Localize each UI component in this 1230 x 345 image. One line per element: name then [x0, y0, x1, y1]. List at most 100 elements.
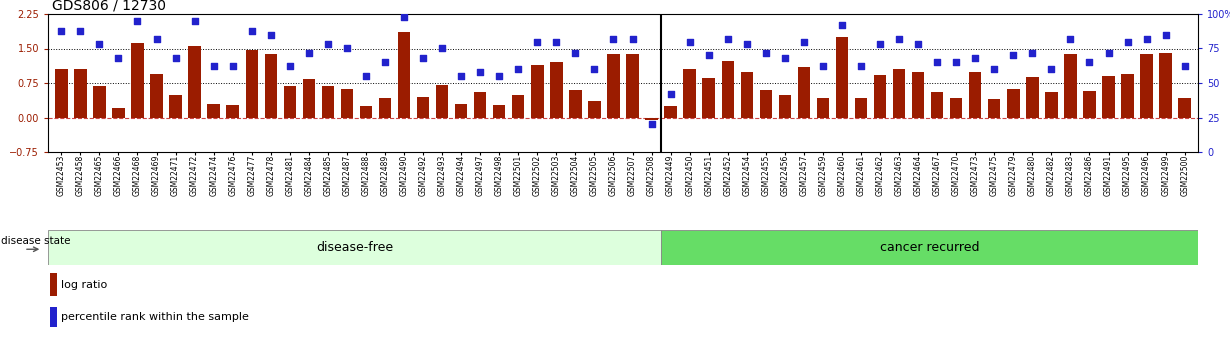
Point	[319, 42, 338, 47]
Point	[1060, 36, 1080, 42]
Point	[604, 36, 624, 42]
Text: percentile rank within the sample: percentile rank within the sample	[62, 312, 248, 322]
Point	[699, 53, 718, 58]
Point	[528, 39, 547, 45]
Bar	[531, 65, 544, 118]
Point	[833, 22, 852, 28]
Point	[737, 42, 756, 47]
Point	[870, 42, 889, 47]
Point	[622, 36, 642, 42]
Bar	[664, 106, 676, 118]
Bar	[264, 54, 277, 118]
Bar	[341, 89, 353, 118]
Bar	[150, 74, 162, 118]
Point	[851, 64, 871, 69]
Text: disease state: disease state	[1, 236, 70, 246]
Point	[1022, 50, 1042, 56]
Point	[908, 42, 927, 47]
Bar	[49, 307, 58, 327]
Bar	[55, 69, 68, 118]
Point	[146, 36, 166, 42]
Bar	[1140, 54, 1153, 118]
Point	[490, 73, 509, 79]
Bar	[760, 90, 772, 118]
Point	[70, 28, 90, 33]
Point	[451, 73, 471, 79]
Point	[642, 122, 662, 127]
Point	[889, 36, 909, 42]
Bar	[646, 118, 658, 120]
Bar	[626, 54, 638, 118]
Point	[508, 67, 528, 72]
Text: cancer recurred: cancer recurred	[879, 241, 979, 254]
Bar	[474, 92, 486, 118]
Point	[470, 69, 490, 75]
Bar	[74, 69, 86, 118]
Point	[204, 64, 224, 69]
Bar	[455, 104, 467, 118]
Bar	[417, 97, 429, 118]
Bar	[969, 72, 982, 118]
Point	[1137, 36, 1156, 42]
Point	[223, 64, 242, 69]
Bar	[740, 72, 753, 118]
Point	[375, 60, 395, 65]
Point	[90, 42, 109, 47]
Bar	[397, 32, 411, 118]
Bar	[911, 72, 924, 118]
Bar	[779, 95, 791, 118]
Bar	[661, 230, 1198, 265]
Point	[184, 18, 204, 24]
Bar	[569, 90, 582, 118]
Point	[1042, 67, 1061, 72]
Bar	[1026, 77, 1038, 118]
Point	[1080, 60, 1100, 65]
Point	[52, 28, 71, 33]
Point	[108, 56, 128, 61]
Bar	[798, 67, 811, 118]
Bar	[684, 69, 696, 118]
Point	[718, 36, 738, 42]
Bar	[49, 273, 58, 296]
Point	[242, 28, 262, 33]
Point	[1156, 32, 1176, 38]
Bar	[112, 108, 124, 118]
Point	[128, 18, 148, 24]
Point	[280, 64, 300, 69]
Bar	[588, 101, 600, 118]
Bar	[1102, 76, 1114, 118]
Bar	[550, 62, 562, 118]
Point	[566, 50, 585, 56]
Bar	[931, 92, 943, 118]
Bar	[379, 98, 391, 118]
Bar	[893, 69, 905, 118]
Bar	[950, 98, 962, 118]
Bar	[303, 79, 315, 118]
Bar	[170, 95, 182, 118]
Bar	[988, 99, 1000, 118]
Point	[661, 91, 680, 97]
Point	[795, 39, 814, 45]
Point	[756, 50, 776, 56]
Point	[337, 46, 357, 51]
Bar	[817, 98, 829, 118]
Bar	[208, 104, 220, 118]
Point	[394, 14, 413, 20]
Bar	[1046, 92, 1058, 118]
Bar	[226, 105, 239, 118]
Point	[261, 32, 280, 38]
Bar	[722, 61, 734, 118]
Point	[680, 39, 700, 45]
Bar	[360, 106, 373, 118]
Bar	[435, 85, 448, 118]
Point	[813, 64, 833, 69]
Bar	[702, 78, 715, 118]
Point	[584, 67, 604, 72]
Text: disease-free: disease-free	[316, 241, 394, 254]
Point	[432, 46, 451, 51]
Point	[1118, 39, 1138, 45]
Point	[984, 67, 1004, 72]
Bar	[246, 50, 258, 118]
Point	[413, 56, 433, 61]
Point	[546, 39, 566, 45]
